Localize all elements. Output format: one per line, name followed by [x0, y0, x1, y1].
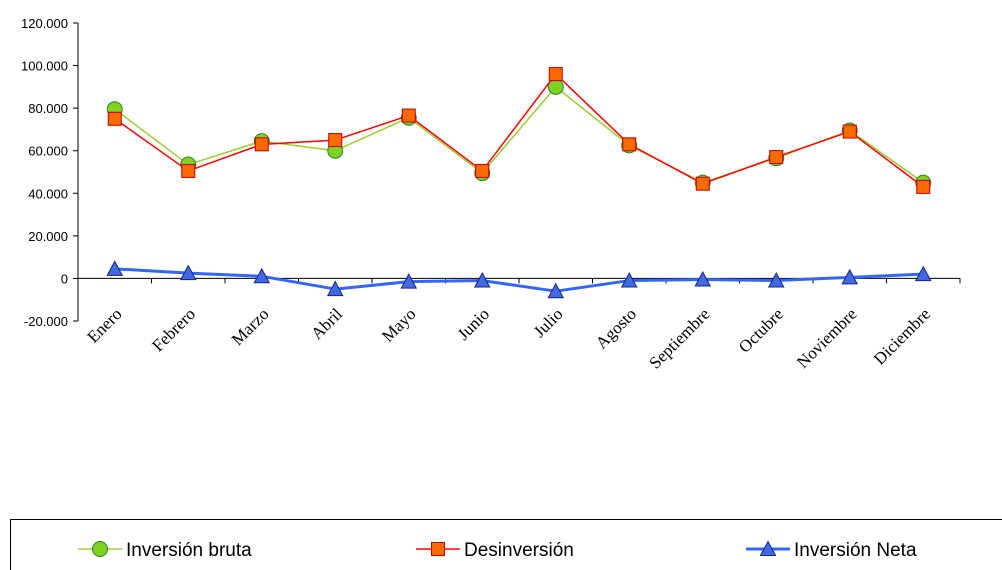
x-tick-label: Septiembre: [645, 304, 713, 372]
data-point-square: [769, 150, 784, 165]
legend-label: Desinversión: [464, 540, 574, 561]
legend-marker: [431, 542, 445, 556]
y-tick-label: 0: [61, 271, 68, 286]
data-point-triangle: [841, 268, 859, 285]
y-tick-label: 40.000: [28, 186, 68, 201]
x-tick-label: Agosto: [592, 304, 640, 352]
data-point-square: [401, 108, 416, 123]
data-point-triangle: [914, 265, 932, 282]
legend-item: Inversión bruta: [78, 540, 252, 561]
y-tick-label: 120.000: [21, 16, 68, 31]
y-axis-ticks: 120.000 100.000 80.000 60.000 40.000 20.000 0 -…: [21, 16, 78, 329]
x-tick-label: Noviembre: [793, 304, 861, 372]
data-point-square: [181, 163, 196, 178]
legend-label: Inversión bruta: [126, 540, 252, 561]
data-point-square: [254, 137, 269, 152]
x-tick-label: Enero: [83, 304, 125, 346]
data-point-triangle: [400, 273, 418, 289]
x-axis-ticks: Enero Febrero Marzo Abril Mayo Junio Julio Agos…: [77, 278, 961, 373]
x-tick-label: Abril: [307, 304, 346, 343]
data-point-triangle: [767, 271, 785, 288]
data-point-square: [548, 67, 563, 82]
data-point-triangle: [473, 271, 491, 288]
data-point-square: [842, 124, 857, 139]
data-point-square: [107, 111, 122, 126]
data-point-square: [916, 179, 931, 194]
legend: Inversión bruta Desinversión Inversión Net…: [10, 519, 1002, 570]
series-1: [107, 67, 931, 194]
x-tick-label: Octubre: [735, 304, 787, 356]
data-point-square: [328, 133, 343, 148]
data-point-triangle: [326, 280, 344, 297]
series-layer: [106, 67, 932, 299]
y-tick-label: 20.000: [28, 229, 68, 244]
legend-item: Inversión Neta: [746, 540, 917, 561]
data-point-triangle: [179, 264, 197, 281]
legend-marker: [92, 541, 108, 557]
legend-label: Inversión Neta: [794, 540, 917, 561]
y-tick-label: 60.000: [28, 144, 68, 159]
y-tick-label: 100.000: [21, 59, 68, 74]
data-point-triangle: [253, 267, 271, 284]
x-tick-label: Julio: [530, 304, 567, 341]
series-0: [106, 78, 932, 191]
series-line: [114, 73, 924, 188]
legend-marker: [759, 540, 777, 556]
x-tick-label: Diciembre: [870, 304, 934, 368]
x-tick-label: Marzo: [228, 304, 273, 349]
x-tick-label: Junio: [454, 304, 493, 343]
legend-item: Desinversión: [416, 540, 574, 561]
x-tick-label: Febrero: [148, 304, 199, 355]
data-point-triangle: [547, 282, 565, 299]
data-point-square: [622, 137, 637, 152]
y-tick-label: -20.000: [24, 314, 68, 329]
data-point-triangle: [106, 260, 124, 276]
x-tick-label: Mayo: [378, 304, 419, 345]
data-point-square: [695, 176, 710, 191]
series-2: [106, 260, 932, 299]
series-line: [114, 267, 924, 293]
legend-box: [10, 519, 1002, 570]
chart-axes: [77, 23, 960, 321]
y-tick-label: 80.000: [28, 101, 68, 116]
data-point-triangle: [694, 270, 712, 287]
data-point-triangle: [620, 271, 638, 288]
series-line: [114, 86, 924, 184]
data-point-square: [475, 163, 490, 178]
